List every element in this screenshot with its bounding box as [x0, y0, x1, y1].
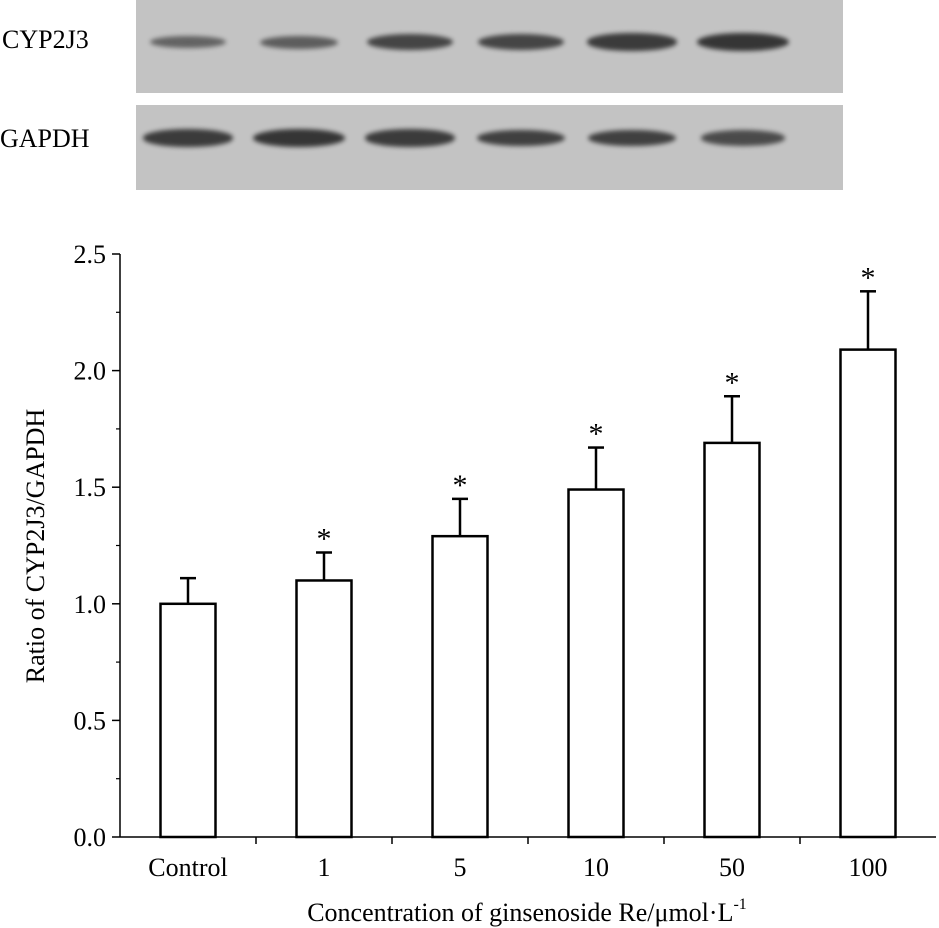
blot-band [588, 129, 676, 147]
significance-marker: * [861, 261, 876, 294]
blot-band [697, 33, 789, 51]
x-axis-title-superscript: -1 [733, 896, 746, 913]
x-tick-label: Control [148, 853, 227, 882]
blot-band [477, 129, 565, 147]
blot-band [143, 129, 233, 147]
blot-label-gapdh: GAPDH [0, 124, 90, 153]
bar [431, 534, 489, 839]
blot-panel-gapdh [136, 105, 843, 190]
y-axis-title: Ratio of CYP2J3/GAPDH [21, 409, 50, 684]
y-tick-label: 0.0 [74, 823, 107, 852]
blot-band [587, 33, 677, 51]
blot-band [365, 129, 455, 147]
blot-band [366, 34, 454, 50]
bar [295, 579, 353, 839]
x-tick-label: 5 [454, 853, 467, 882]
x-tick-label: 50 [719, 853, 745, 882]
blot-band [260, 35, 338, 49]
bar [839, 348, 897, 839]
axes-layer: Control 1 5 10 50 100 0.0 0.5 1.0 1.5 2.0 2.5 [74, 240, 936, 882]
significance-marker: * [725, 366, 740, 399]
blot-label-cyp2j3: CYP2J3 [2, 25, 89, 54]
bar [567, 488, 625, 839]
y-tick-label: 2.5 [74, 240, 107, 269]
x-axis-title: Concentration of ginsenoside Re/μmol·L-1 [307, 896, 747, 927]
blot-band [477, 34, 565, 50]
x-tick-label: 1 [318, 853, 331, 882]
significance-marker: * [453, 469, 468, 502]
blot-panel-cyp2j3 [136, 0, 843, 93]
blot-band [700, 130, 786, 146]
y-tick-label: 2.0 [74, 357, 107, 386]
bar [159, 602, 217, 839]
bar [703, 441, 761, 839]
bars-layer: * * * * * [159, 261, 897, 839]
y-tick-label: 0.5 [74, 706, 107, 735]
blot-band [253, 129, 345, 147]
x-tick-label: 100 [849, 853, 888, 882]
y-tick-label: 1.0 [74, 590, 107, 619]
x-axis-title-main: Concentration of ginsenoside Re/μmol·L [307, 898, 733, 927]
significance-marker: * [589, 418, 604, 451]
significance-marker: * [317, 522, 332, 555]
x-tick-label: 10 [583, 853, 609, 882]
y-tick-label: 1.5 [74, 473, 107, 502]
blot-band [150, 35, 226, 49]
